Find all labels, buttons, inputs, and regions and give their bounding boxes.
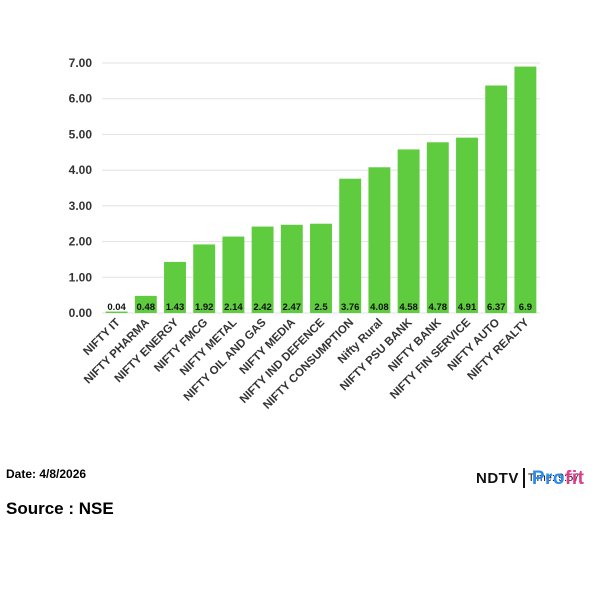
bar [105, 311, 128, 313]
bar [134, 295, 157, 313]
data-label: 2.5 [314, 302, 328, 313]
date-label: Date: 4/8/2026 [6, 467, 87, 481]
y-tick-label: 6.00 [69, 92, 93, 106]
time-text: Time: 9:57 [527, 472, 580, 484]
y-tick-label: 1.00 [69, 270, 93, 284]
data-label: 4.78 [429, 302, 448, 313]
profit-logo-accent: fit [565, 468, 585, 489]
data-label: 2.42 [253, 302, 272, 313]
y-tick-label: 5.00 [69, 127, 93, 141]
bar [339, 178, 362, 313]
y-tick-label: 2.00 [69, 235, 93, 249]
data-label: 3.76 [341, 302, 360, 313]
brand-logo: NDTV Time: 9:57 Profit [476, 466, 584, 490]
data-label: 2.14 [224, 302, 243, 313]
bar [310, 223, 332, 313]
data-label: 2.47 [283, 302, 302, 313]
data-label: 4.91 [458, 302, 477, 313]
profit-logo-main: Pro [531, 468, 566, 489]
ndtv-logo: NDTV [476, 469, 519, 487]
bar [280, 224, 303, 313]
bar [456, 137, 478, 313]
y-tick-label: 0.00 [69, 306, 93, 320]
data-label: 6.9 [519, 302, 532, 313]
time-label: Time: 9:57 Profit [527, 468, 584, 489]
data-label: 4.58 [399, 302, 418, 313]
data-label: 0.48 [137, 302, 156, 313]
bar [397, 149, 420, 313]
data-label: 1.43 [166, 302, 185, 313]
y-tick-label: 3.00 [69, 199, 93, 213]
bar [485, 85, 508, 313]
bar [514, 66, 537, 313]
bar [193, 244, 216, 313]
profit-logo: Profit [532, 468, 585, 490]
source-label: Source : NSE [6, 499, 114, 518]
bar [251, 226, 274, 313]
data-label: 1.92 [195, 302, 214, 313]
bar [426, 142, 449, 313]
data-label: 0.04 [107, 302, 126, 313]
data-label: 6.37 [487, 302, 506, 313]
bar [164, 261, 186, 313]
bar-chart: 0.001.002.003.004.005.006.007.000.04NIFT… [69, 56, 540, 412]
data-label: 4.08 [370, 302, 389, 313]
bar [222, 236, 245, 313]
y-tick-label: 7.00 [69, 56, 93, 70]
y-tick-label: 4.00 [69, 163, 93, 177]
bar [368, 167, 391, 313]
logo-divider [522, 468, 525, 488]
